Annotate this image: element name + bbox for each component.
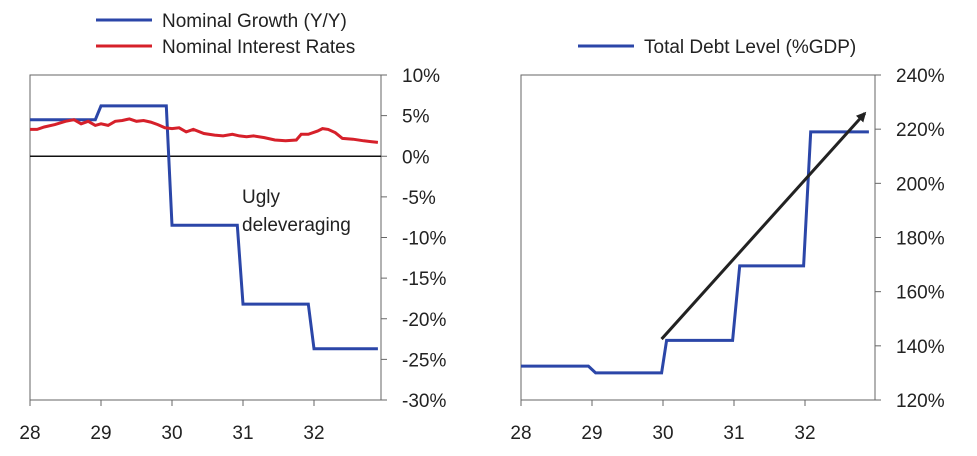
right-x-tick-label: 32	[794, 423, 815, 444]
trend-arrow	[660, 111, 867, 341]
left-plot: 10% 5% 0% -5% -10% -15% -20% -25% -30% 28 29 30 31 32	[19, 66, 446, 444]
annotation-line-2: deleveraging	[242, 215, 351, 236]
right-y-tick-label: 120%	[896, 391, 945, 412]
left-y-tick-label: -15%	[402, 269, 446, 290]
left-y-tick-label: 0%	[402, 147, 430, 168]
legend-label-total-debt: Total Debt Level (%GDP)	[644, 37, 856, 58]
legend-label-interest-rates: Nominal Interest Rates	[162, 37, 355, 58]
right-x-tick-label: 28	[510, 423, 531, 444]
right-plot-frame	[520, 74, 876, 401]
left-y-tick-label: -5%	[402, 188, 436, 209]
left-x-tick-label: 29	[90, 423, 111, 444]
series-line-nominal-interest-rates	[30, 117, 379, 144]
right-legend: Total Debt Level (%GDP)	[578, 37, 856, 58]
left-y-tick-label: -30%	[402, 391, 446, 412]
left-x-tick-label: 30	[161, 423, 182, 444]
left-legend: Nominal Growth (Y/Y) Nominal Interest Ra…	[96, 11, 355, 58]
left-y-tick-label: -10%	[402, 229, 446, 250]
left-y-tick-label: 5%	[402, 107, 430, 128]
left-x-tick-label: 28	[19, 423, 40, 444]
legend-label-nominal-growth: Nominal Growth (Y/Y)	[162, 11, 347, 32]
right-x-tick-label: 29	[581, 423, 602, 444]
right-x-tick-label: 31	[723, 423, 744, 444]
right-x-tick-label: 30	[652, 423, 673, 444]
right-y-tick-label: 140%	[896, 337, 945, 358]
left-y-tick-label: -25%	[402, 350, 446, 371]
series-line-nominal-growth-y-y	[30, 104, 378, 351]
left-y-tick-label: 10%	[402, 66, 440, 87]
left-x-tick-label: 31	[232, 423, 253, 444]
right-y-tick-label: 220%	[896, 120, 945, 141]
right-y-tick-label: 180%	[896, 229, 945, 250]
series-line-total-debt-level-gdp	[521, 130, 869, 375]
left-x-tick-label: 32	[303, 423, 324, 444]
annotation-line-1: Ugly	[242, 187, 281, 208]
right-y-tick-label: 160%	[896, 283, 945, 304]
right-y-tick-label: 240%	[896, 66, 945, 87]
left-y-tick-label: -20%	[402, 310, 446, 331]
right-plot: 240% 220% 200% 180% 160% 140% 120% 28 29 30 31 32	[510, 66, 944, 444]
right-y-tick-label: 200%	[896, 174, 945, 195]
